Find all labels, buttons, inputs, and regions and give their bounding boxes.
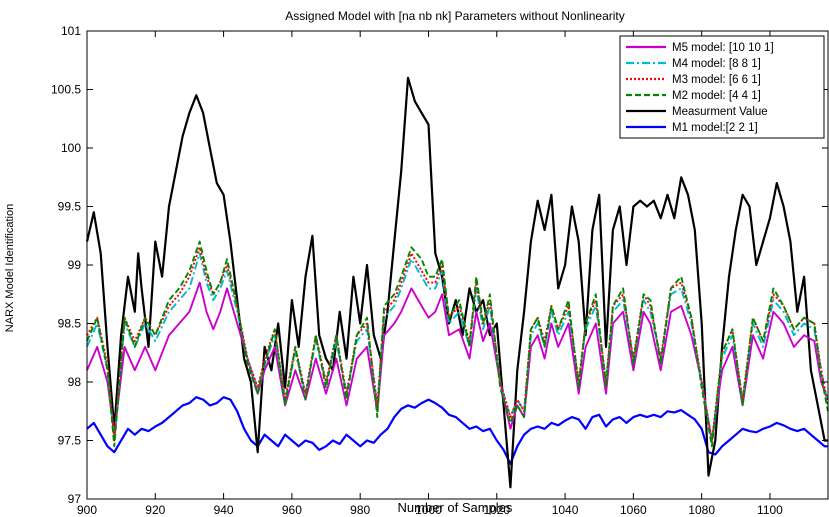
x-tick-label: 1000 xyxy=(415,503,442,517)
x-tick-label: 1080 xyxy=(688,503,715,517)
y-tick-label: 97 xyxy=(68,492,82,506)
x-tick-label: 940 xyxy=(214,503,234,517)
y-axis-label: NARX Model Identification xyxy=(4,204,16,332)
y-tick-label: 99.5 xyxy=(58,200,82,214)
x-tick-label: 960 xyxy=(282,503,302,517)
series-layer xyxy=(85,76,829,489)
legend-label-6: M1 model:[2 2 1] xyxy=(672,122,758,134)
x-tick-label: 1060 xyxy=(620,503,647,517)
x-tick-label: 1100 xyxy=(757,503,783,517)
x-tick-label: 1040 xyxy=(552,503,579,517)
tick-layer: 900 920 940 960 980 1000 1020 1040 1060 1080 1100 9… xyxy=(51,24,828,517)
x-axis-label: Number of Samples xyxy=(398,500,513,515)
x-tick-label: 920 xyxy=(145,503,165,517)
y-tick-label: 99 xyxy=(68,258,82,272)
x-tick-label: 980 xyxy=(350,503,370,517)
legend-box xyxy=(619,35,825,139)
y-tick-label: 100.5 xyxy=(51,83,81,97)
legend-label-2: M4 model: [8 8 1] xyxy=(672,58,761,70)
y-tick-label: 98 xyxy=(68,375,82,389)
x-tick-label: 1020 xyxy=(483,503,510,517)
x-tick-label: 900 xyxy=(77,503,97,517)
y-tick-label: 101 xyxy=(61,24,81,38)
chart-title: Assigned Model with [na nb nk] Parameter… xyxy=(285,9,625,23)
y-tick-label: 97.5 xyxy=(58,434,82,448)
y-tick-label: 100 xyxy=(61,141,81,155)
legend-label-1: M5 model: [10 10 1] xyxy=(672,42,774,54)
y-tick-label: 98.5 xyxy=(58,317,82,331)
series-line-4 xyxy=(86,240,829,448)
legend: M5 model: [10 10 1] M4 model: [8 8 1] M3 m… xyxy=(619,35,825,139)
legend-label-5: Measurment Value xyxy=(672,106,768,118)
series-line-5 xyxy=(85,76,828,489)
legend-label-4: M2 model: [4 4 1] xyxy=(672,90,761,102)
legend-label-3: M3 model: [6 6 1] xyxy=(672,74,761,86)
series-line-2 xyxy=(86,252,829,442)
